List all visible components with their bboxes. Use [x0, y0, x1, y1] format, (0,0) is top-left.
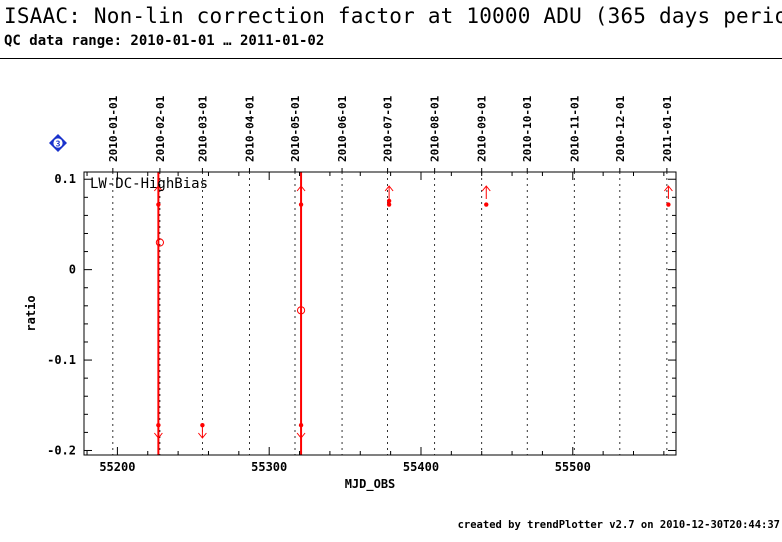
- title-divider: [0, 58, 782, 59]
- panel-label: LW-DC-HighBias: [90, 176, 208, 192]
- date-tick-label: 2010-05-01: [289, 95, 302, 162]
- footer-credit: created by trendPlotter v2.7 on 2010-12-…: [457, 519, 780, 531]
- outlier-down-arrow: [296, 425, 306, 439]
- date-tick-label: 2010-06-01: [336, 95, 349, 162]
- date-tick-label: 2010-03-01: [196, 95, 209, 162]
- y-axis-label: ratio: [24, 295, 38, 331]
- y-tick-label: -0.2: [47, 443, 76, 457]
- badge-circle: [53, 138, 63, 148]
- outlier-up-arrow: [153, 185, 163, 199]
- y-tick-label: -0.1: [47, 353, 76, 367]
- date-tick-label: 2010-08-01: [429, 95, 442, 162]
- average-marker: [296, 306, 306, 315]
- x-tick-label: 55200: [99, 460, 135, 474]
- x-tick-label: 55400: [403, 460, 439, 474]
- dataset-badge: 3: [49, 134, 67, 152]
- y-tick-label: 0.1: [54, 172, 76, 186]
- data-point: [386, 202, 392, 207]
- data-point: [156, 202, 161, 207]
- date-tick-label: 2010-04-01: [243, 95, 256, 162]
- data-range-subtitle: QC data range: 2010-01-01 … 2011-01-02: [4, 33, 325, 49]
- outlier-down-arrow: [198, 425, 207, 439]
- outlier-up-arrow: [296, 185, 306, 199]
- y-tick-label: 0: [69, 263, 76, 277]
- data-point: [666, 202, 671, 207]
- chart-title: ISAAC: Non-lin correction factor at 1000…: [4, 4, 782, 28]
- average-marker: [155, 238, 164, 247]
- date-tick-label: 2011-01-01: [661, 95, 674, 162]
- x-tick-label: 55500: [555, 460, 591, 474]
- date-tick-label: 2010-11-01: [568, 95, 581, 162]
- x-tick-label: 55300: [251, 460, 287, 474]
- data-point: [484, 202, 489, 207]
- data-point: [298, 202, 304, 207]
- date-tick-label: 2010-07-01: [382, 95, 395, 162]
- date-tick-label: 2010-10-01: [521, 95, 534, 162]
- date-tick-label: 2010-02-01: [154, 95, 167, 162]
- plot-frame: [83, 171, 677, 456]
- outlier-up-arrow: [384, 185, 394, 199]
- data-point: [386, 198, 392, 204]
- date-tick-label: 2010-09-01: [476, 95, 489, 162]
- date-tick-label: 2010-12-01: [614, 95, 627, 162]
- outlier-up-arrow: [664, 185, 673, 199]
- x-axis-label: MJD_OBS: [345, 477, 396, 492]
- outlier-up-arrow: [481, 185, 491, 199]
- date-tick-label: 2010-01-01: [107, 95, 120, 162]
- outlier-down-arrow: [153, 425, 163, 439]
- badge-label: 3: [56, 140, 61, 149]
